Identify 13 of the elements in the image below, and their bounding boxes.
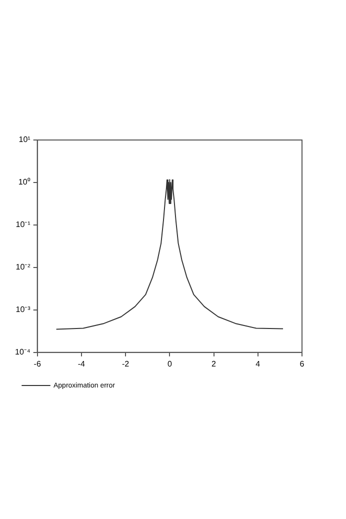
x-tick-label: -4: [78, 359, 86, 368]
x-tick-label: 6: [300, 359, 305, 368]
x-tick-label: -2: [122, 359, 130, 368]
y-tick-label: 10⁻⁴: [14, 348, 31, 357]
x-tick-label: 2: [212, 359, 217, 368]
x-tick-label: 4: [256, 359, 261, 368]
x-tick-label: -6: [34, 359, 42, 368]
y-tick-label: 10¹: [18, 135, 31, 144]
y-tick-label: 10⁻²: [16, 262, 31, 272]
y-tick-label: 10⁰: [18, 178, 30, 187]
y-tick-label: 10⁻¹: [16, 220, 31, 230]
x-tick-label: 0: [167, 359, 172, 368]
y-tick-label: 10⁻³: [16, 305, 31, 314]
